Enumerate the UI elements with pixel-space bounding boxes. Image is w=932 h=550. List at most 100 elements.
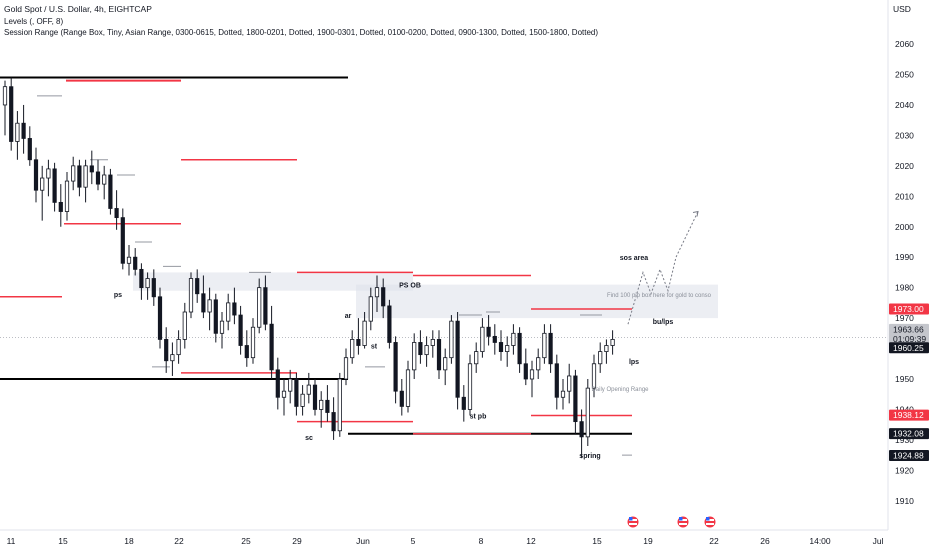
event-flag-circle	[703, 515, 717, 529]
event-flag-icon[interactable]	[676, 515, 690, 529]
candle-body	[250, 326, 256, 359]
price-tag: 01:09:39	[889, 333, 929, 345]
event-flag-stripe	[706, 523, 714, 525]
candle	[170, 342, 175, 376]
candle	[102, 165, 107, 200]
time-tick-label: 29	[292, 536, 302, 546]
candle	[331, 397, 336, 440]
candle-body	[52, 168, 57, 203]
candle	[157, 287, 163, 349]
annotation-label: sc	[305, 435, 313, 442]
candle-body	[108, 174, 113, 209]
candle-body	[455, 320, 460, 398]
candle-body	[226, 302, 231, 322]
time-tick-label: 8	[479, 536, 484, 546]
candle-body	[95, 171, 101, 185]
candle	[120, 208, 125, 270]
event-flag-icon[interactable]	[626, 515, 640, 529]
time-axis[interactable]: 11 15 18 22 25 29 Jun 5 8 12 15 19 22 26 14:00 Jul	[0, 529, 888, 546]
projection-layer	[627, 210, 699, 325]
candle	[58, 184, 63, 227]
candle-body	[219, 320, 225, 334]
candle	[21, 104, 26, 154]
candle	[257, 278, 262, 334]
event-flag-canton	[679, 517, 683, 521]
candle	[46, 159, 51, 197]
candle-body	[449, 320, 454, 359]
candle	[139, 263, 144, 300]
candle	[219, 312, 225, 349]
time-tick-label: 22	[174, 536, 184, 546]
candle-body	[83, 165, 88, 188]
candle-body	[207, 299, 212, 313]
price-tick-label: 1940	[895, 404, 914, 414]
candle	[213, 293, 218, 343]
candle-body	[511, 332, 516, 346]
candle	[195, 269, 200, 303]
candle	[133, 248, 138, 276]
candle-body	[2, 86, 8, 106]
candle	[15, 111, 20, 160]
candle-body	[492, 335, 497, 343]
candle-body	[257, 287, 262, 328]
price-axis[interactable]: USD 191019201930194019501960197019801990…	[887, 0, 929, 530]
candle	[424, 336, 429, 367]
candle-body	[232, 302, 237, 316]
indicator-levels-label[interactable]: Levels (, OFF, 8)	[4, 17, 64, 26]
time-tick-label: 19	[643, 536, 653, 546]
candle	[591, 354, 597, 398]
candle	[536, 348, 541, 379]
candle	[232, 287, 237, 325]
price-tick-label: 1930	[895, 435, 914, 445]
candle	[486, 315, 491, 346]
candle	[89, 150, 94, 185]
candle-body	[157, 296, 163, 340]
candle-body	[27, 138, 32, 161]
candle-body	[480, 326, 485, 352]
candle	[182, 302, 187, 349]
price-tick-label: 2010	[895, 191, 914, 201]
candle	[567, 363, 572, 404]
candle	[604, 339, 609, 364]
candle	[27, 126, 32, 166]
candle-body	[21, 122, 26, 139]
price-tick-label: 1990	[895, 252, 914, 262]
candle-body	[461, 396, 466, 410]
candle	[455, 312, 460, 410]
candle	[2, 80, 8, 136]
candle-body	[424, 345, 429, 356]
price-tag-bg	[889, 342, 929, 354]
indicator-session-label[interactable]: Session Range (Range Box, Tiny, Asian Ra…	[4, 28, 599, 37]
candle	[529, 360, 535, 398]
candle-body	[139, 268, 144, 289]
annotation-layer: ps sc ar st PS OB st pb spring lps bu/lps sos are…	[114, 255, 712, 460]
candle	[83, 159, 88, 203]
candle	[325, 385, 330, 422]
candle-body	[536, 357, 541, 371]
time-tick-label: 5	[411, 536, 416, 546]
candle-body	[548, 332, 553, 365]
candle	[517, 327, 522, 373]
candle	[319, 391, 324, 428]
candle	[511, 324, 516, 355]
price-tag: 1938.12	[889, 409, 929, 421]
annotation-label: Daily Opening Range	[591, 387, 649, 393]
candle	[52, 162, 57, 212]
candle-body	[381, 287, 386, 307]
annotation-label: st pb	[470, 414, 487, 421]
candle-body	[585, 387, 590, 438]
price-tick-label: 1950	[895, 374, 914, 384]
candle-body	[133, 256, 138, 270]
candle	[443, 348, 448, 386]
candle-body	[71, 165, 76, 182]
candle-body	[430, 339, 435, 346]
candle	[430, 330, 435, 358]
candle-body	[120, 217, 125, 264]
candle-body	[337, 378, 342, 432]
candle	[71, 156, 76, 191]
time-tick-label: 26	[760, 536, 770, 546]
candle-body	[604, 345, 609, 352]
candle	[244, 330, 249, 367]
event-flag-icon[interactable]	[703, 515, 717, 529]
